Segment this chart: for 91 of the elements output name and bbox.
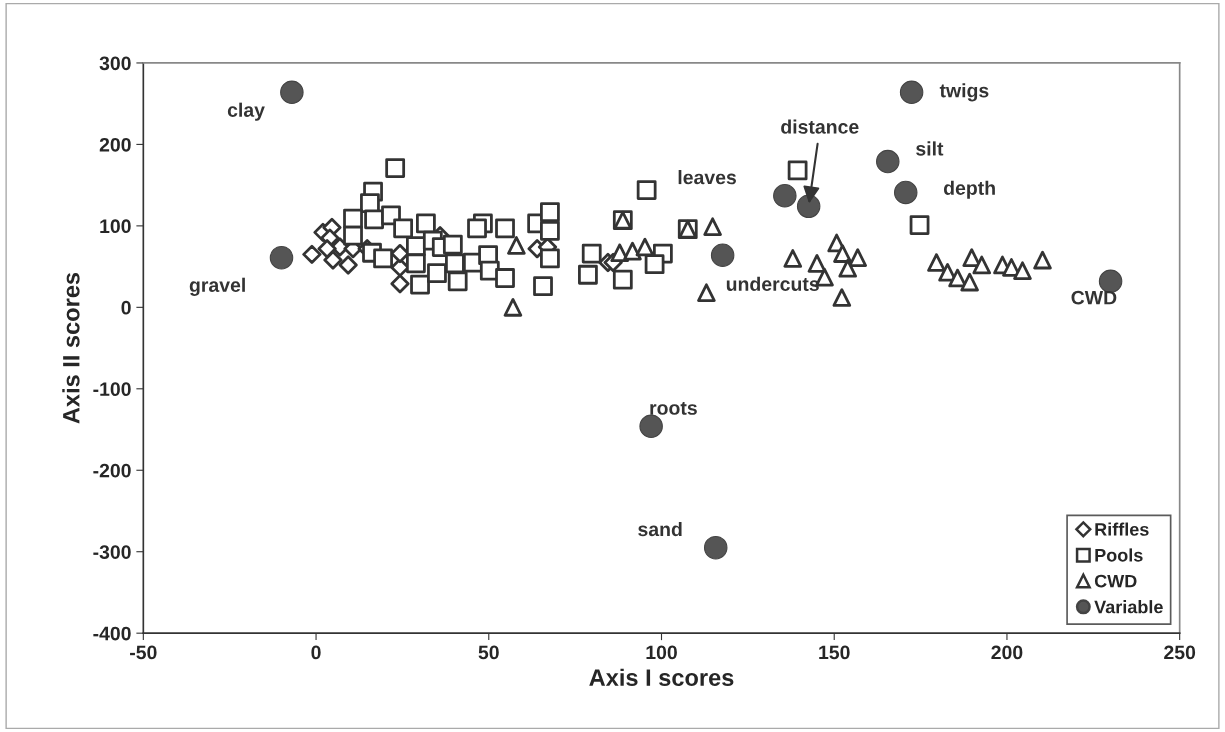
point xyxy=(972,255,992,275)
point xyxy=(540,248,560,269)
x-axis-title: Axis I scores xyxy=(589,668,734,687)
point xyxy=(623,241,642,261)
point xyxy=(899,80,924,105)
point xyxy=(838,258,858,278)
point xyxy=(373,248,393,269)
annotation: depth xyxy=(943,180,995,199)
x-tick-label: 250 xyxy=(1164,645,1196,660)
point xyxy=(703,535,728,560)
y-tick-label: -300 xyxy=(93,545,131,559)
legend-label: Riffles xyxy=(1095,522,1149,536)
point xyxy=(636,180,657,200)
x-tick-label: 200 xyxy=(991,645,1023,660)
annotation: twigs xyxy=(939,83,989,102)
point xyxy=(416,213,436,234)
point xyxy=(405,253,426,274)
point xyxy=(612,269,633,290)
point xyxy=(876,149,900,174)
point xyxy=(783,249,803,268)
point xyxy=(385,158,406,178)
point xyxy=(467,218,487,239)
point xyxy=(302,244,322,264)
point xyxy=(796,194,821,219)
point xyxy=(393,218,413,239)
point xyxy=(540,202,560,222)
point xyxy=(317,239,337,259)
y-tick-label: 200 xyxy=(99,137,131,152)
point xyxy=(280,80,304,105)
point xyxy=(848,248,868,267)
annotation: undercuts xyxy=(726,276,819,291)
point xyxy=(948,268,967,288)
legend-label: CWD xyxy=(1094,574,1137,588)
point xyxy=(533,276,553,297)
annotation: clay xyxy=(227,102,265,121)
y-tick-label: 0 xyxy=(121,300,131,315)
point xyxy=(610,243,630,263)
annotation: silt xyxy=(916,141,944,156)
point xyxy=(442,234,463,255)
y-tick-label: 300 xyxy=(99,56,131,71)
x-tick-label: 150 xyxy=(819,645,850,660)
point xyxy=(927,253,946,272)
annotation: gravel xyxy=(189,277,245,296)
point xyxy=(697,283,716,302)
point xyxy=(1013,261,1032,280)
point xyxy=(323,250,343,270)
point xyxy=(427,263,447,284)
point xyxy=(581,243,602,264)
x-tick-label: 50 xyxy=(478,645,499,660)
y-axis-title: Axis II scores xyxy=(62,272,80,424)
point xyxy=(893,180,918,205)
point xyxy=(495,268,515,288)
y-tick-label: -400 xyxy=(93,626,131,641)
point xyxy=(807,254,827,273)
point xyxy=(364,209,384,230)
legend-label: Pools xyxy=(1095,548,1143,562)
annotation: sand xyxy=(638,521,682,537)
point xyxy=(773,183,797,208)
point xyxy=(540,220,560,241)
point xyxy=(703,217,722,236)
x-tick-label: 100 xyxy=(646,645,677,660)
annotation: distance xyxy=(781,119,859,134)
point xyxy=(410,274,430,295)
point xyxy=(1033,250,1052,270)
point xyxy=(578,264,598,285)
point xyxy=(635,237,655,257)
annotation: leaves xyxy=(678,170,736,185)
annotation: CWD xyxy=(1071,290,1117,305)
y-tick-label: -100 xyxy=(93,382,131,397)
x-tick-label: 0 xyxy=(311,645,321,660)
point xyxy=(343,225,363,246)
point xyxy=(269,245,294,270)
legend-label: Variable xyxy=(1094,600,1163,614)
point xyxy=(832,288,852,307)
point xyxy=(503,298,523,317)
point xyxy=(710,243,735,267)
point xyxy=(787,160,808,181)
point xyxy=(390,274,410,294)
point xyxy=(909,215,930,235)
y-tick-label: -200 xyxy=(93,463,131,478)
annotation: roots xyxy=(650,401,697,415)
point xyxy=(960,272,979,292)
y-tick-label: 100 xyxy=(100,219,131,234)
x-tick-label: -50 xyxy=(130,645,157,660)
point xyxy=(644,254,665,275)
point xyxy=(507,236,526,255)
point xyxy=(338,255,358,275)
point xyxy=(495,218,515,239)
point xyxy=(447,271,468,292)
point xyxy=(833,244,852,263)
point xyxy=(639,414,663,439)
